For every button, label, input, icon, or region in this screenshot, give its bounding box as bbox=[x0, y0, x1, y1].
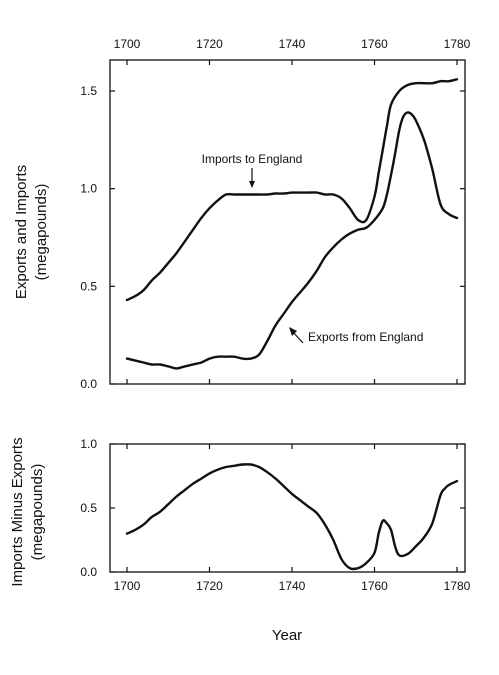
x-axis-label: Year bbox=[272, 627, 302, 644]
x-tick-label: 1740 bbox=[279, 579, 306, 593]
bottom-y-label-line1: Imports Minus Exports bbox=[9, 437, 26, 586]
y-tick-label: 1.0 bbox=[80, 182, 97, 196]
bottom-x-ticks: 1700 1720 1740 1760 1780 bbox=[114, 444, 471, 593]
bottom-y-label-line2: (megapounds) bbox=[29, 464, 46, 561]
top-y-label-line1: Exports and Imports bbox=[13, 165, 30, 299]
top-y-ticks: 0.0 0.5 1.0 1.5 bbox=[80, 84, 465, 391]
x-tick-label: 1760 bbox=[361, 37, 388, 51]
x-tick-label: 1740 bbox=[279, 37, 306, 51]
x-tick-label: 1700 bbox=[114, 37, 141, 51]
exports-annotation: Exports from England bbox=[308, 330, 423, 344]
series-exports-line bbox=[125, 111, 459, 370]
top-y-label-line2: (megapounds) bbox=[33, 184, 50, 281]
imports-annotation-arrowhead bbox=[249, 181, 255, 188]
series-imports-line bbox=[125, 78, 459, 302]
y-tick-label: 0.0 bbox=[80, 377, 97, 391]
x-tick-label: 1760 bbox=[361, 579, 388, 593]
x-tick-label: 1780 bbox=[444, 37, 471, 51]
top-panel: 1700 1720 1740 1760 1780 0.0 0.5 1.0 1.5 Export… bbox=[13, 37, 471, 391]
x-tick-label: 1780 bbox=[444, 579, 471, 593]
imports-annotation: Imports to England bbox=[202, 152, 303, 166]
x-tick-label: 1720 bbox=[196, 37, 223, 51]
y-tick-label: 0.5 bbox=[80, 279, 97, 293]
top-x-ticks: 1700 1720 1740 1760 1780 bbox=[114, 37, 471, 384]
x-tick-label: 1700 bbox=[114, 579, 141, 593]
exports-annotation-arrowhead bbox=[289, 327, 297, 336]
bottom-panel: 1700 1720 1740 1760 1780 0.0 0.5 1.0 Imports M… bbox=[9, 437, 471, 644]
top-panel-frame bbox=[109, 59, 466, 385]
y-tick-label: 0.5 bbox=[80, 501, 97, 515]
y-tick-label: 1.0 bbox=[80, 437, 97, 451]
y-tick-label: 1.5 bbox=[80, 84, 97, 98]
y-tick-label: 0.0 bbox=[80, 565, 97, 579]
series-imports-minus-exports-line bbox=[125, 463, 459, 571]
x-tick-label: 1720 bbox=[196, 579, 223, 593]
bottom-y-ticks: 0.0 0.5 1.0 bbox=[80, 437, 465, 579]
